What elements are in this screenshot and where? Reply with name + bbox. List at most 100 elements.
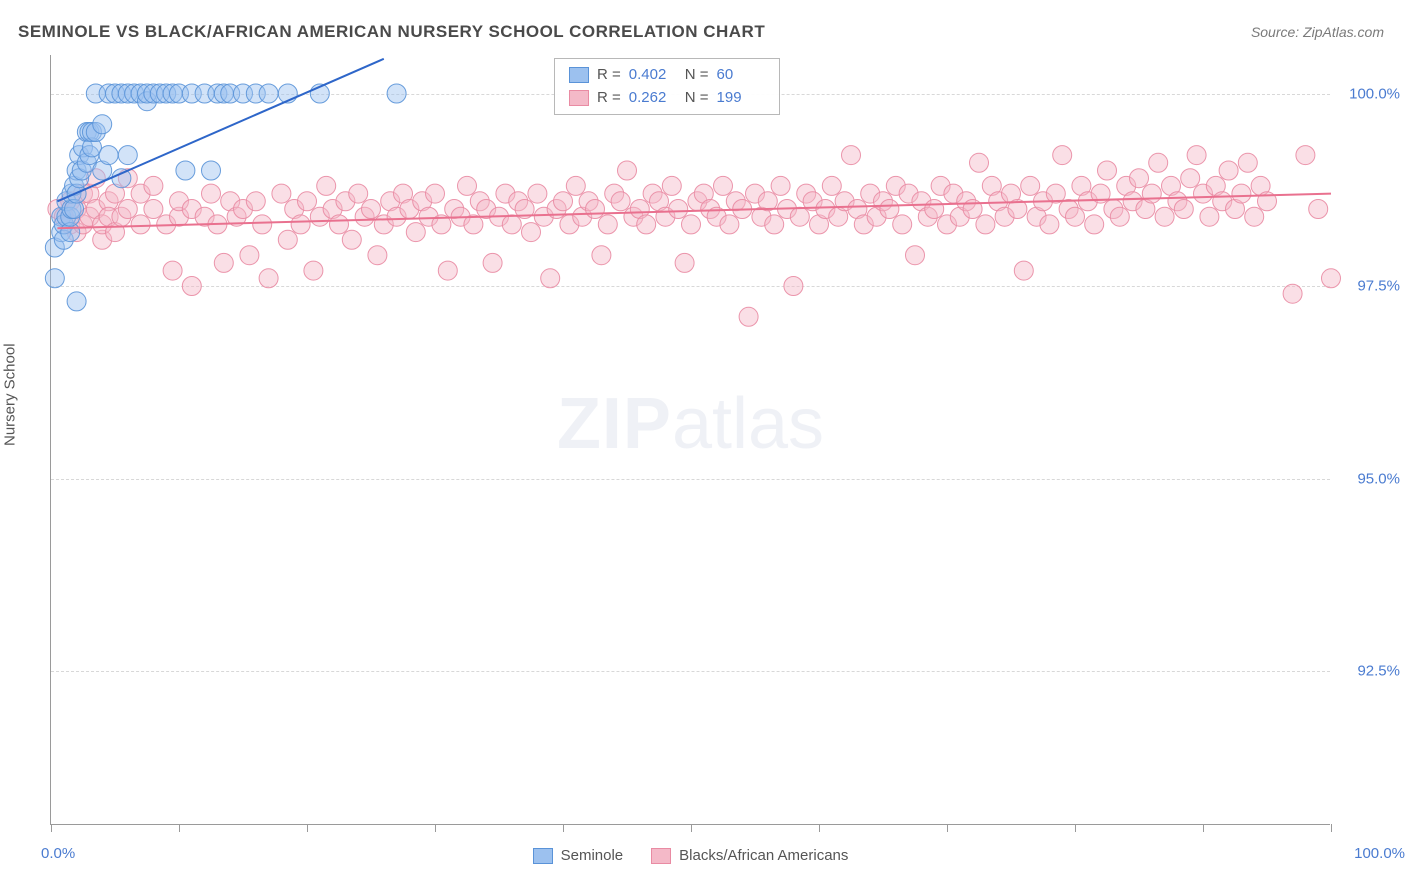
data-point: [298, 192, 317, 211]
data-point: [291, 215, 310, 234]
data-point: [240, 246, 259, 265]
data-point: [675, 253, 694, 272]
data-point: [483, 253, 502, 272]
data-point: [528, 184, 547, 203]
data-point: [144, 200, 163, 219]
data-point: [1130, 169, 1149, 188]
data-point: [1309, 200, 1328, 219]
data-point: [342, 230, 361, 249]
data-point: [163, 261, 182, 280]
data-point: [669, 200, 688, 219]
x-max-label: 100.0%: [1354, 845, 1405, 862]
data-point: [880, 200, 899, 219]
data-point: [1232, 184, 1251, 203]
data-point: [304, 261, 323, 280]
data-point: [1181, 169, 1200, 188]
data-point: [118, 146, 137, 165]
data-point: [893, 215, 912, 234]
data-point: [1110, 207, 1129, 226]
data-point: [317, 176, 336, 195]
source-label: Source: ZipAtlas.com: [1251, 24, 1384, 40]
y-tick-label: 95.0%: [1340, 470, 1400, 487]
data-point: [598, 215, 617, 234]
data-point: [1098, 161, 1117, 180]
data-point: [1014, 261, 1033, 280]
data-point: [1322, 269, 1341, 288]
data-point: [45, 269, 64, 288]
data-point: [214, 253, 233, 272]
data-point: [1149, 153, 1168, 172]
data-point: [93, 115, 112, 134]
data-point: [1053, 146, 1072, 165]
swatch-seminole: [569, 67, 589, 83]
data-point: [1283, 284, 1302, 303]
data-point: [970, 153, 989, 172]
data-point: [586, 200, 605, 219]
data-point: [1142, 184, 1161, 203]
data-point: [906, 246, 925, 265]
data-point: [272, 184, 291, 203]
data-point: [790, 207, 809, 226]
x-tick: [691, 824, 692, 832]
y-tick-label: 97.5%: [1340, 278, 1400, 295]
data-point: [662, 176, 681, 195]
data-point: [842, 146, 861, 165]
plot-area: ZIPatlas 92.5%95.0%97.5%100.0% R = 0.402…: [50, 55, 1330, 825]
data-point: [618, 161, 637, 180]
data-point: [976, 215, 995, 234]
data-point: [822, 176, 841, 195]
x-tick: [947, 824, 948, 832]
x-tick: [179, 824, 180, 832]
data-point: [362, 200, 381, 219]
data-point: [739, 307, 758, 326]
swatch-black: [569, 90, 589, 106]
data-point: [1200, 207, 1219, 226]
data-point: [1040, 215, 1059, 234]
data-point: [1085, 215, 1104, 234]
y-tick-label: 100.0%: [1340, 85, 1400, 102]
legend-item-black: Blacks/African Americans: [651, 847, 848, 864]
legend-label-seminole: Seminole: [561, 847, 624, 864]
data-point: [202, 184, 221, 203]
data-point: [458, 176, 477, 195]
data-point: [1238, 153, 1257, 172]
data-point: [1174, 200, 1193, 219]
scatter-svg: [51, 55, 1330, 824]
data-point: [259, 269, 278, 288]
data-point: [1219, 161, 1238, 180]
data-point: [259, 84, 278, 103]
legend-swatch-black: [651, 848, 671, 864]
data-point: [99, 146, 118, 165]
data-point: [1155, 207, 1174, 226]
legend-label-black: Blacks/African Americans: [679, 847, 848, 864]
data-point: [118, 200, 137, 219]
data-point: [554, 192, 573, 211]
data-point: [720, 215, 739, 234]
data-point: [278, 230, 297, 249]
data-point: [406, 223, 425, 242]
data-point: [330, 215, 349, 234]
data-point: [1245, 207, 1264, 226]
chart-title: SEMINOLE VS BLACK/AFRICAN AMERICAN NURSE…: [18, 22, 765, 42]
bottom-legend: Seminole Blacks/African Americans: [51, 847, 1330, 864]
x-tick: [51, 824, 52, 832]
data-point: [387, 84, 406, 103]
data-point: [368, 246, 387, 265]
data-point: [784, 277, 803, 296]
data-point: [925, 200, 944, 219]
x-tick: [1331, 824, 1332, 832]
data-point: [349, 184, 368, 203]
data-point: [541, 269, 560, 288]
data-point: [1021, 176, 1040, 195]
x-tick: [435, 824, 436, 832]
data-point: [182, 277, 201, 296]
data-point: [67, 292, 86, 311]
x-tick: [307, 824, 308, 832]
data-point: [1187, 146, 1206, 165]
data-point: [253, 215, 272, 234]
stats-row-1: R = 0.402 N = 60: [569, 64, 765, 87]
data-point: [637, 215, 656, 234]
data-point: [714, 176, 733, 195]
data-point: [566, 176, 585, 195]
data-point: [202, 161, 221, 180]
